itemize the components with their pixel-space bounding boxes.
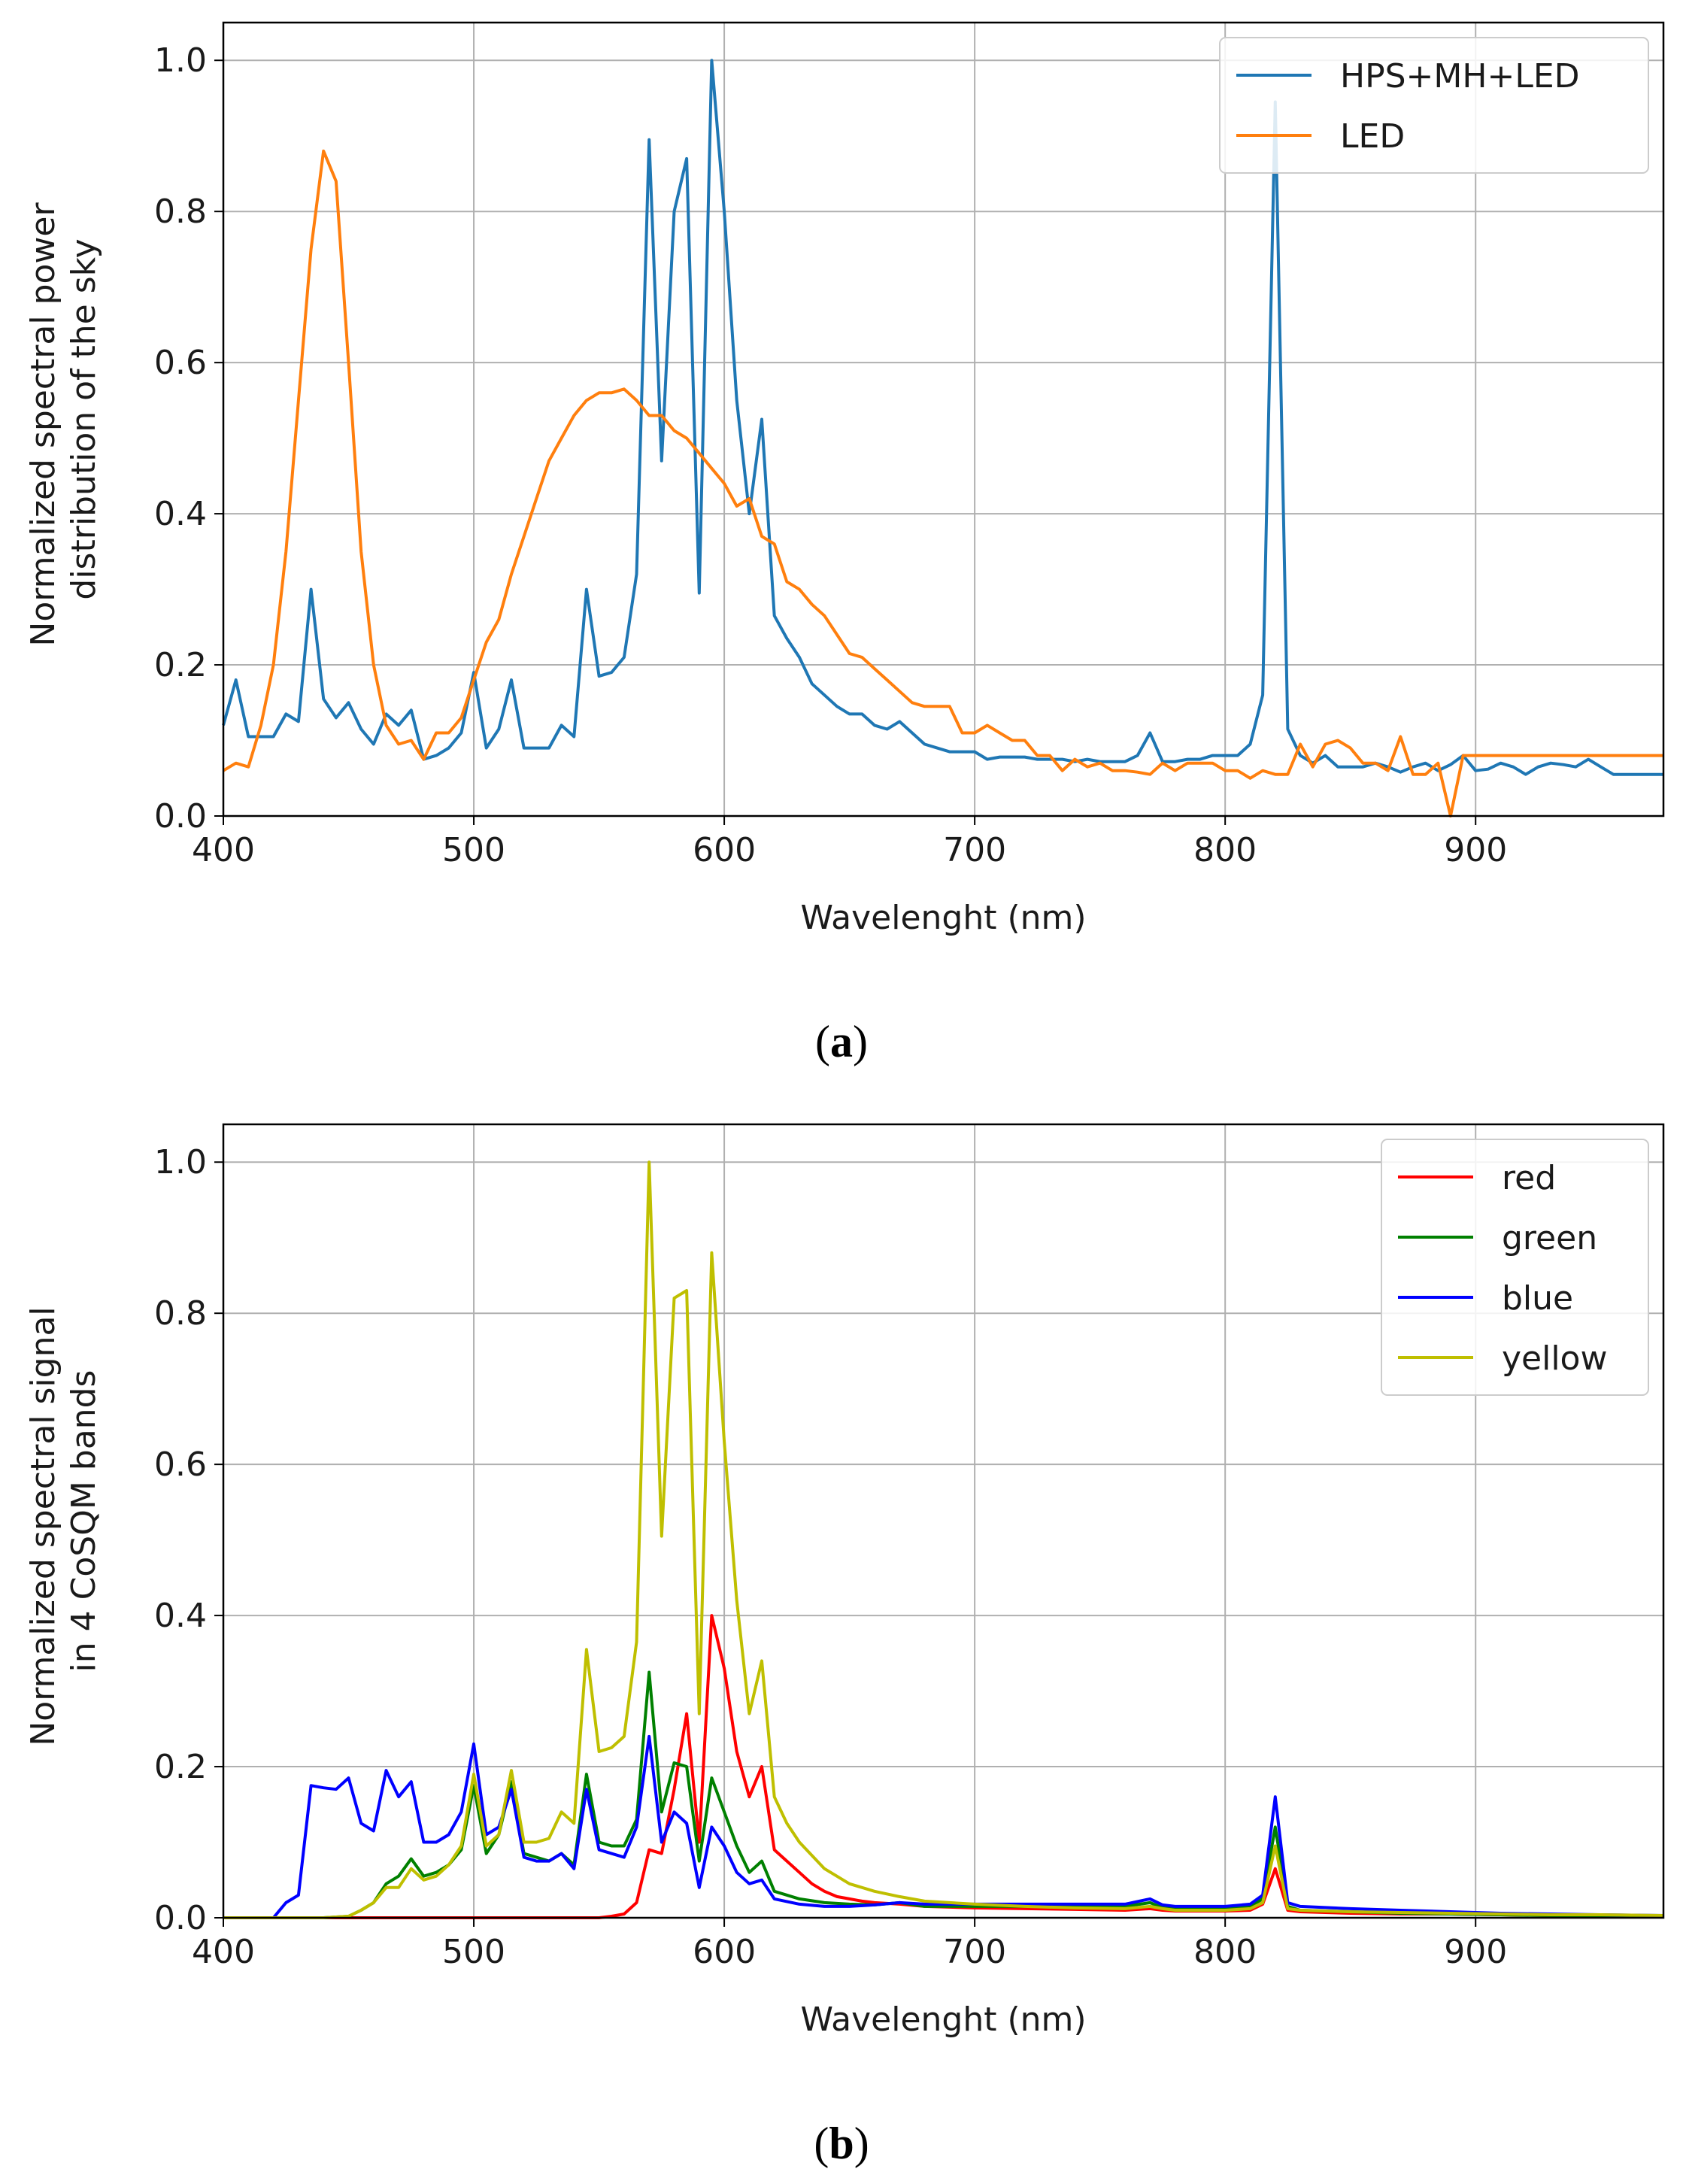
chart-b-panel-label: (b) <box>814 2119 869 2168</box>
chart-a-ytick-label-4: 0.8 <box>154 193 207 231</box>
chart-a-ylabel: Normalized spectral power distribution o… <box>24 192 103 646</box>
chart-a-xtick-label-600: 600 <box>693 831 756 869</box>
chart-a-ytick-label-2: 0.4 <box>154 495 207 533</box>
chart-a-legend-box <box>1219 37 1649 174</box>
chart-a-ticks: 400 500 600 700 800 900 0.0 0.2 0.4 0.6 0.8 1.0 <box>154 41 1507 869</box>
chart-a-plot-frame <box>222 21 1665 817</box>
chart-b-ytick-label-4: 0.8 <box>154 1294 207 1333</box>
chart-a-panel-letter: a <box>830 1017 853 1066</box>
chart-b-ytick-label-0: 0.0 <box>154 1899 207 1937</box>
chart-b-series-green <box>223 1670 1663 1919</box>
chart-b-ytick-label-2: 0.4 <box>154 1597 207 1635</box>
chart-b-ticks: 400 500 600 700 800 900 0.0 0.2 0.4 0.6 0.8 1.0 <box>154 1143 1507 1971</box>
chart-a-ylabel-line-2: distribution of the sky <box>65 238 103 599</box>
chart-a-xtick-label-800: 800 <box>1193 831 1257 869</box>
chart-b-ytick-label-3: 0.6 <box>154 1445 207 1484</box>
chart-b-xtick-label-900: 900 <box>1444 1933 1507 1971</box>
chart-b-ylabel: Normalized spectral signal in 4 CoSQM ba… <box>24 1296 103 1746</box>
chart-a: 400 500 600 700 800 900 0.0 0.2 0.4 0.6 0.8 1.0 Wav… <box>24 21 1665 1066</box>
chart-a-xtick-label-700: 700 <box>943 831 1006 869</box>
chart-b-legend-label-red: red <box>1502 1159 1556 1197</box>
chart-b-panel-open: ( <box>814 2119 829 2168</box>
chart-a-ytick-label-1: 0.2 <box>154 646 207 684</box>
chart-b-ylabel-line-2: in 4 CoSQM bands <box>65 1370 103 1673</box>
chart-b-legend-label-green: green <box>1502 1219 1597 1257</box>
chart-b-xtick-label-600: 600 <box>693 1933 756 1971</box>
chart-b-xtick-label-700: 700 <box>943 1933 1006 1971</box>
chart-b-series-layer <box>223 1160 1664 1919</box>
chart-a-ytick-label-3: 0.6 <box>154 344 207 382</box>
chart-b-series-blue <box>223 1734 1664 1919</box>
chart-b-legend-label-yellow: yellow <box>1502 1339 1607 1378</box>
chart-b: 400 500 600 700 800 900 0.0 0.2 0.4 0.6 0.8 1.0 Wav… <box>24 1123 1665 2168</box>
chart-a-ytick-label-0: 0.0 <box>154 797 207 836</box>
chart-a-panel-label: (a) <box>815 1017 868 1066</box>
chart-b-legend-box <box>1381 1139 1649 1396</box>
chart-b-legend-label-blue: blue <box>1502 1279 1573 1318</box>
chart-b-ytick-label-5: 1.0 <box>154 1143 207 1181</box>
chart-a-panel-close: ) <box>853 1017 868 1066</box>
chart-b-panel-close: ) <box>854 2119 869 2168</box>
chart-b-ylabel-line-1: Normalized spectral signal <box>24 1306 62 1746</box>
chart-a-series-layer <box>222 59 1663 817</box>
chart-b-xtick-label-500: 500 <box>442 1933 505 1971</box>
chart-a-legend-label-led: LED <box>1340 117 1405 156</box>
chart-b-series-yellow <box>223 1160 1664 1919</box>
chart-a-xtick-label-400: 400 <box>192 831 255 869</box>
chart-a-panel-open: ( <box>815 1017 830 1066</box>
chart-a-series-hps-mh-led <box>222 59 1663 776</box>
chart-a-series-led <box>222 149 1663 817</box>
chart-b-legend: red green blue yellow <box>1381 1139 1649 1396</box>
chart-b-panel-letter: b <box>829 2119 854 2168</box>
chart-b-xlabel: Wavelenght (nm) <box>800 2000 1086 2039</box>
chart-b-plot-frame <box>222 1123 1665 1919</box>
chart-a-ylabel-line-1: Normalized spectral power <box>24 202 62 647</box>
chart-a-legend: HPS+MH+LED LED <box>1219 37 1649 174</box>
chart-a-xtick-label-900: 900 <box>1444 831 1507 869</box>
chart-a-legend-label-hps-mh-led: HPS+MH+LED <box>1340 57 1580 96</box>
chart-b-xtick-label-400: 400 <box>192 1933 255 1971</box>
chart-a-ytick-label-5: 1.0 <box>154 41 207 80</box>
chart-b-xtick-label-800: 800 <box>1193 1933 1257 1971</box>
chart-a-xlabel: Wavelenght (nm) <box>800 899 1086 937</box>
chart-b-ytick-label-1: 0.2 <box>154 1748 207 1786</box>
chart-a-xtick-label-500: 500 <box>442 831 505 869</box>
